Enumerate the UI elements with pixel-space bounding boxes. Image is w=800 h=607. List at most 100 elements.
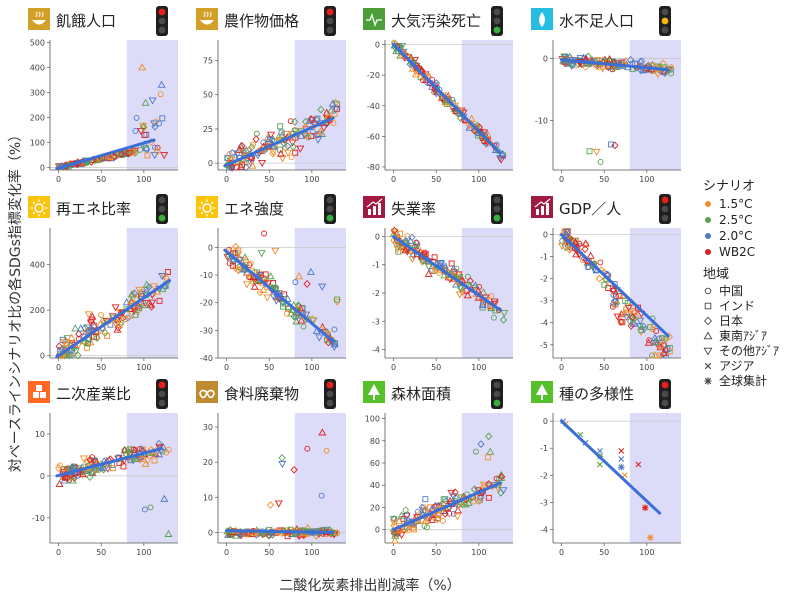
data-point [258,160,267,168]
data-point [624,304,633,312]
data-point [457,284,465,293]
data-point [483,130,492,138]
data-point [269,149,277,158]
data-point [280,303,286,310]
data-point [572,237,580,245]
data-point [278,453,286,462]
traffic-light-yellow [661,17,669,25]
x-tick-label: 50 [264,175,274,184]
y-tick-label: 0 [40,352,45,361]
legend-region-label: 中国 [719,283,743,298]
shaded-region [629,413,681,543]
y-tick-label: 0 [208,528,213,537]
data-point [290,312,298,321]
y-tick-label: -10 [32,514,45,523]
x-tick-label: 0 [391,175,396,184]
data-point [451,488,459,497]
data-point [623,309,630,316]
y-tick-label: -40 [367,102,380,111]
bar [541,206,544,215]
data-point [114,323,122,332]
data-point [231,264,240,272]
y-tick-label: -3 [540,297,548,306]
data-point [485,432,493,441]
trend-line [392,234,502,312]
data-point [82,327,91,335]
y-tick-label: -20 [200,299,213,308]
trend-arrow [366,198,383,208]
data-point [156,120,163,127]
data-point [584,264,591,271]
data-point [71,348,80,356]
x-tick-label: 100 [639,175,654,184]
trend-line [225,529,335,534]
traffic-light-green [661,26,669,34]
chart-panel: 失業率 0 -1 -2 -3 -4 0 50 100 [363,194,513,372]
data-point [453,513,462,521]
traffic-light-red [493,196,501,204]
sun-ray [32,201,36,205]
data-point [271,247,280,256]
trend-line [55,447,163,478]
data-point [612,301,619,308]
traffic-light-green [158,26,166,34]
legend-region-label: その他ｱｼﾞｱ [719,344,779,358]
data-point [419,77,426,83]
x-tick-label: 100 [471,363,486,372]
x-tick-label: 100 [136,548,151,557]
traffic-light-red [661,8,669,16]
data-point [567,59,576,67]
data-point [78,470,87,478]
data-point [453,506,462,514]
traffic-light-green [493,399,501,407]
icon-background [28,196,50,218]
data-point [105,456,113,465]
data-point [248,161,257,169]
x-axis-title: 二酸化炭素排出削減率（%） [279,577,460,594]
data-point [277,123,284,130]
data-point [331,326,338,333]
data-point [164,269,171,275]
data-point [397,511,406,519]
data-point [278,461,287,469]
data-point [143,457,152,465]
sdg6-water-icon [531,8,553,30]
x-tick-label: 0 [559,548,564,557]
data-point [493,141,500,148]
data-point [652,338,661,346]
data-point [120,463,127,470]
data-point [86,473,94,481]
data-point [248,143,256,152]
data-point [597,159,604,165]
y-tick-label: 80 [370,437,380,446]
sun-ray [32,211,36,215]
data-point [668,64,675,71]
x-tick-label: 100 [136,175,151,184]
legend-swatch [705,249,711,255]
sdg2-bowl-icon [28,8,50,30]
data-point [141,506,148,513]
x-tick-label: 50 [431,363,441,372]
data-point [331,106,340,114]
data-point [408,233,416,242]
data-point [141,459,150,468]
legend-scenario-label: 2.5°C [719,213,752,227]
data-point [138,63,147,71]
data-point [657,342,665,351]
data-point [640,322,647,329]
data-point [144,152,151,159]
data-point [306,267,315,276]
traffic-light-red [661,196,669,204]
data-point [613,313,622,321]
shaded-region [294,40,346,170]
data-point [260,139,267,146]
data-point [131,148,139,157]
x-tick-label: 100 [136,363,151,372]
data-point [434,515,442,523]
data-point [314,136,323,144]
data-point [318,492,325,499]
data-point [637,62,645,71]
data-point [318,283,327,291]
y-tick-label: -1 [540,253,548,262]
data-point [601,281,608,288]
